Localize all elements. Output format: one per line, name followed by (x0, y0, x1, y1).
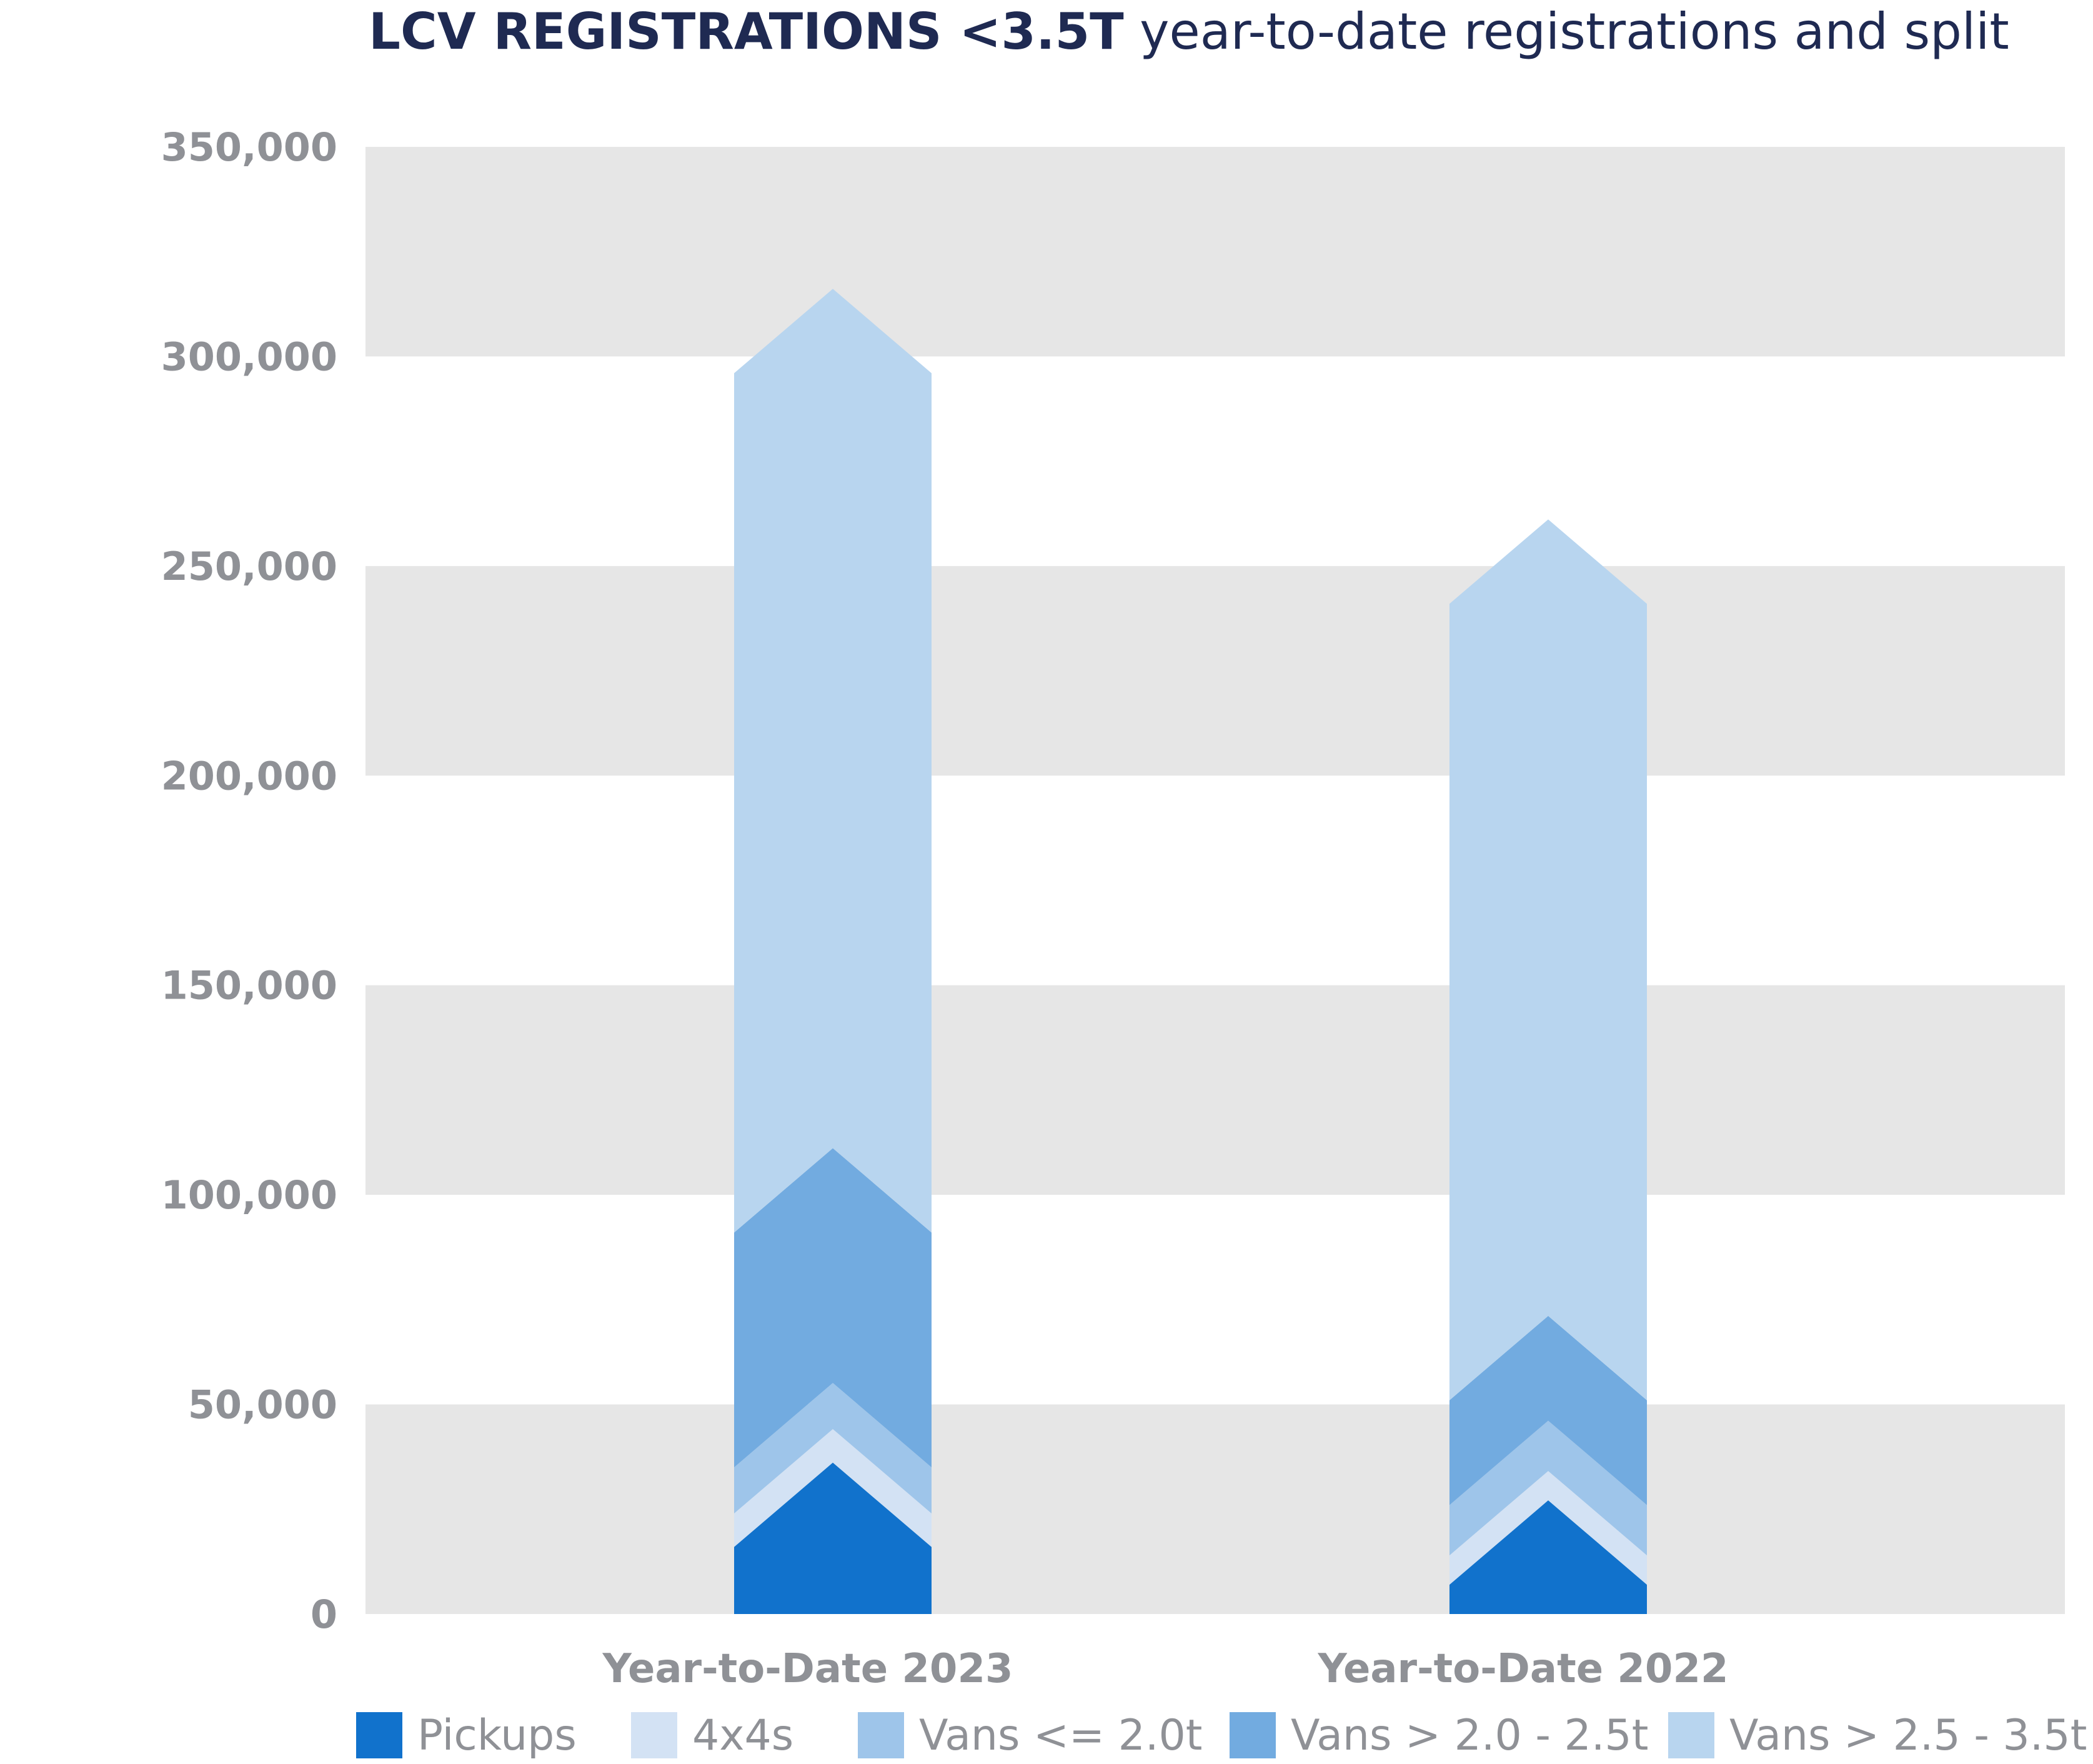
legend-label: 4x4s (692, 1711, 793, 1760)
x-axis-categories: Year-to-Date 2023 Year-to-Date 2022 (602, 1646, 1728, 1692)
bar-segment (734, 1383, 932, 1513)
legend-swatch (1668, 1712, 1714, 1758)
legend-item: Pickups (356, 1711, 577, 1760)
legend-label: Vans <= 2.0t (919, 1711, 1202, 1760)
bar-segment (1449, 519, 1647, 1400)
y-axis-ticks: 0 50,000 100,000 150,000 200,000 250,000 300,0… (161, 124, 337, 1637)
y-tick-label: 250,000 (161, 544, 337, 589)
y-tick-label: 100,000 (161, 1172, 337, 1218)
legend-label: Pickups (417, 1711, 577, 1760)
bar-segment (734, 1148, 932, 1468)
chart-title-rest: year-to-date registrations and split (1124, 2, 2009, 61)
bar-segment (734, 289, 932, 1233)
y-tick-label: 0 (311, 1592, 337, 1637)
grid-band (365, 985, 2065, 1195)
chart-title: LCV REGISTRATIONS <3.5T year-to-date reg… (369, 2, 2009, 61)
legend-item: Vans > 2.5 - 3.5t (1668, 1711, 2087, 1760)
bar-segment (1449, 1315, 1647, 1505)
y-tick-label: 50,000 (188, 1382, 337, 1428)
legend-swatch (858, 1712, 904, 1758)
legend-swatch (631, 1712, 677, 1758)
bar-segment (1449, 1420, 1647, 1556)
chart-title-bold: LCV REGISTRATIONS <3.5T (369, 2, 1124, 61)
y-tick-label: 150,000 (161, 963, 337, 1009)
legend-label: Vans > 2.5 - 3.5t (1729, 1711, 2087, 1760)
legend: Pickups 4x4s Vans <= 2.0t Vans > 2.0 - 2.5t… (356, 1711, 2087, 1760)
grid-band (365, 147, 2065, 357)
grid-band (365, 566, 2065, 776)
y-tick-label: 300,000 (161, 334, 337, 379)
stacked-bars (734, 289, 1647, 1614)
y-tick-label: 350,000 (161, 124, 337, 170)
x-category-label: Year-to-Date 2023 (602, 1646, 1013, 1692)
grid-band (365, 1404, 2065, 1614)
y-tick-label: 200,000 (161, 753, 337, 799)
legend-item: 4x4s (631, 1711, 793, 1760)
bar-segment (734, 1462, 932, 1614)
legend-swatch (1230, 1712, 1276, 1758)
bar-segment (1449, 1500, 1647, 1614)
legend-item: Vans <= 2.0t (858, 1711, 1202, 1760)
legend-swatch (356, 1712, 402, 1758)
bar-segment (734, 1428, 932, 1547)
legend-label: Vans > 2.0 - 2.5t (1291, 1711, 1648, 1760)
grid-bands (365, 147, 2065, 1614)
x-category-label: Year-to-Date 2022 (1317, 1646, 1728, 1692)
bar-segment (1449, 1471, 1647, 1585)
legend-item: Vans > 2.0 - 2.5t (1230, 1711, 1648, 1760)
